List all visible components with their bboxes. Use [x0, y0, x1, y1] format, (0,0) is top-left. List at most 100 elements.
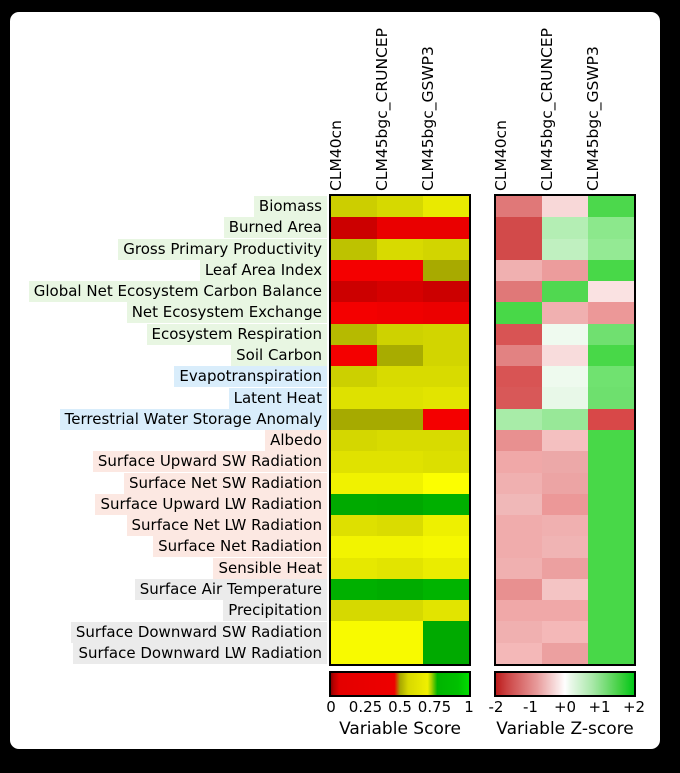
row-label: Sensible Heat	[12, 557, 327, 579]
colorbar-tick-label: 0.25	[348, 698, 383, 716]
heatmap-cell	[588, 430, 634, 452]
heatmap-cell	[377, 259, 423, 282]
heatmap-cell	[496, 323, 542, 345]
row-label-text: Sensible Heat	[213, 557, 327, 579]
heatmap-cell	[377, 430, 423, 452]
heatmap-cell	[542, 217, 588, 239]
zscore-colorbar	[494, 671, 636, 697]
row-label-text: Surface Net Radiation	[153, 536, 327, 558]
heatmap-cell	[331, 536, 377, 558]
heatmap-cell	[496, 578, 542, 601]
row-label: Soil Carbon	[12, 345, 327, 367]
heatmap-cell	[542, 430, 588, 452]
row-label: Ecosystem Respiration	[12, 323, 327, 345]
heatmap-cell	[331, 344, 377, 367]
row-label-text: Soil Carbon	[231, 345, 327, 367]
row-label-text: Leaf Area Index	[199, 259, 327, 281]
heatmap-cell	[377, 557, 423, 579]
row-label: Precipitation	[12, 600, 327, 622]
colorbar-tick-label: 0.75	[417, 698, 452, 716]
heatmap-cell	[423, 238, 469, 260]
heatmap-cell	[377, 387, 423, 409]
score-heatmap	[329, 194, 471, 666]
row-label-text: Ecosystem Respiration	[146, 323, 327, 345]
heatmap-cell	[423, 302, 469, 324]
heatmap-cell	[331, 238, 377, 260]
row-label-text: Net Ecosystem Exchange	[126, 302, 327, 324]
heatmap-cell	[331, 323, 377, 345]
heatmap-cell	[331, 387, 377, 409]
heatmap-cell	[377, 472, 423, 494]
heatmap-cell	[542, 302, 588, 324]
heatmap-cell	[331, 493, 377, 516]
row-label: Gross Primary Productivity	[12, 238, 327, 260]
column-header: CLM45bgc_CRUNCEP	[373, 28, 391, 191]
row-label: Biomass	[12, 196, 327, 218]
heatmap-cell	[423, 536, 469, 558]
row-label-text: Surface Air Temperature	[134, 579, 327, 601]
heatmap-cell	[423, 557, 469, 579]
heatmap-cell	[377, 302, 423, 324]
row-label-text: Evapotranspiration	[174, 366, 327, 388]
heatmap-cell	[588, 366, 634, 388]
row-label-text: Surface Net LW Radiation	[126, 515, 327, 537]
heatmap-cell	[496, 217, 542, 239]
zscore-colorbar-title: Variable Z-score	[496, 719, 634, 739]
heatmap-cell	[331, 302, 377, 324]
column-header: CLM40cn	[492, 120, 510, 191]
row-label: Albedo	[12, 430, 327, 452]
heatmap-cell	[496, 196, 542, 218]
heatmap-cell	[377, 536, 423, 558]
heatmap-cell	[542, 408, 588, 430]
colorbar-tick-label: -2	[488, 698, 504, 716]
heatmap-cell	[496, 430, 542, 452]
heatmap-cell	[588, 621, 634, 643]
heatmap-cell	[542, 259, 588, 282]
heatmap-cell	[377, 621, 423, 643]
column-header: CLM45bgc_GSWP3	[419, 46, 437, 191]
heatmap-cell	[496, 557, 542, 579]
heatmap-cell	[542, 344, 588, 367]
heatmap-cell	[588, 642, 634, 664]
heatmap-cell	[423, 642, 469, 664]
heatmap-cell	[423, 323, 469, 345]
heatmap-cell	[377, 196, 423, 218]
heatmap-cell	[423, 600, 469, 622]
heatmap-cell	[496, 642, 542, 664]
row-label: Terrestrial Water Storage Anomaly	[12, 408, 327, 430]
row-label: Surface Air Temperature	[12, 579, 327, 601]
heatmap-cell	[496, 493, 542, 516]
heatmap-cell	[588, 281, 634, 303]
row-label-text: Albedo	[265, 430, 327, 452]
heatmap-cell	[423, 344, 469, 367]
heatmap-cell	[496, 366, 542, 388]
colorbar-tick-label: 0.5	[388, 698, 412, 716]
heatmap-cell	[377, 238, 423, 260]
colorbar-tick-label: 1	[464, 698, 474, 716]
heatmap-cell	[588, 515, 634, 537]
heatmap-cell	[542, 642, 588, 664]
heatmap-cell	[542, 536, 588, 558]
heatmap-cell	[331, 515, 377, 537]
heatmap-cell	[331, 642, 377, 664]
heatmap-cell	[423, 387, 469, 409]
heatmap-cell	[423, 472, 469, 494]
heatmap-cell	[496, 302, 542, 324]
heatmap-cell	[423, 430, 469, 452]
heatmap-cell	[423, 196, 469, 218]
heatmap-cell	[496, 238, 542, 260]
row-label: Surface Downward LW Radiation	[12, 642, 327, 664]
column-header: CLM45bgc_CRUNCEP	[538, 28, 556, 191]
row-label: Surface Net LW Radiation	[12, 515, 327, 537]
row-label: Latent Heat	[12, 387, 327, 409]
heatmap-cell	[423, 515, 469, 537]
heatmap-cell	[496, 344, 542, 367]
heatmap-cell	[588, 451, 634, 473]
heatmap-cell	[496, 621, 542, 643]
heatmap-cell	[331, 430, 377, 452]
heatmap-cell	[331, 196, 377, 218]
heatmap-cell	[377, 451, 423, 473]
row-label-text: Surface Downward LW Radiation	[73, 642, 327, 664]
heatmap-cell	[331, 281, 377, 303]
row-label: Surface Downward SW Radiation	[12, 621, 327, 643]
